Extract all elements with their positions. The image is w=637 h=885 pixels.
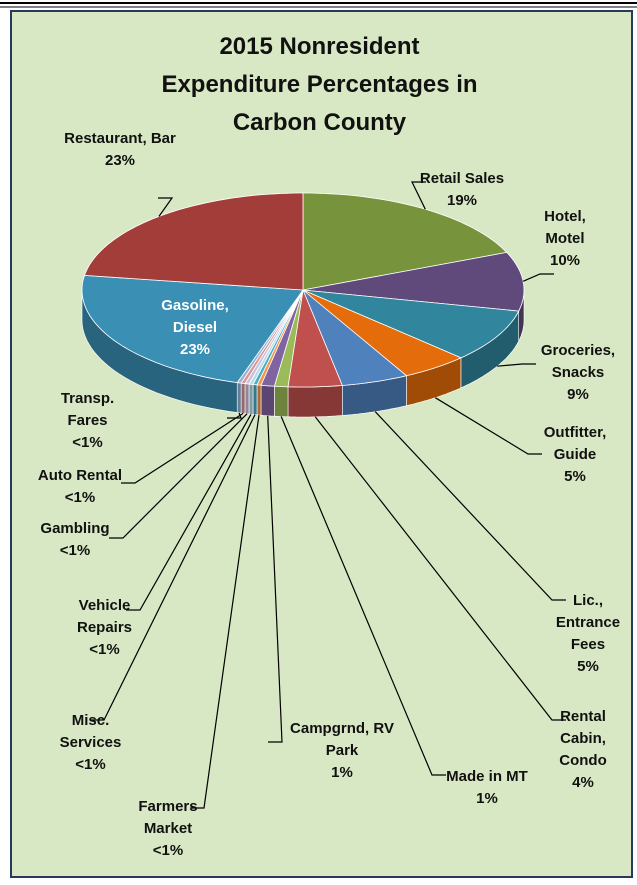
category-label: Lic., Entrance Fees (555, 592, 621, 653)
leader-line (267, 415, 283, 743)
slice (302, 289, 408, 386)
slice (81, 274, 304, 384)
slice (302, 289, 520, 359)
slice-label: Auto Rental <1% (25, 465, 135, 509)
leader-line (158, 197, 174, 217)
slice-side (248, 383, 254, 415)
slice (302, 289, 462, 377)
category-label: Transp. Fares (60, 390, 115, 429)
leader-line (411, 181, 426, 210)
category-label: Rental Cabin, Condo (559, 708, 607, 769)
value-label: 5% (577, 658, 599, 675)
slice-label: Campgrnd, RV Park 1% (287, 718, 397, 784)
slice-label: Restaurant, Bar 23% (60, 128, 180, 172)
slice (287, 288, 343, 388)
slice-side (240, 382, 246, 414)
category-label: Auto Rental (37, 467, 123, 484)
value-label: 5% (564, 468, 586, 485)
leader-line (90, 414, 256, 721)
slice-side (244, 383, 250, 415)
slice-label: Transp. Fares <1% (40, 388, 135, 454)
value-label: <1% (64, 489, 96, 506)
leader-line (497, 363, 536, 367)
category-label: Misc. Services (59, 712, 122, 751)
chart-area (10, 10, 633, 878)
category-label: Made in MT (446, 768, 528, 785)
slice-label: Gasoline, Diesel 23% (150, 295, 240, 361)
leader-line (280, 416, 446, 776)
category-label: Vehicle Repairs (76, 597, 133, 636)
leader-line (109, 413, 248, 539)
value-label: 10% (549, 252, 581, 269)
slice-label: Hotel, Motel 10% (525, 206, 605, 272)
slice (83, 192, 304, 291)
slice-side (287, 385, 343, 418)
value-label: 1% (331, 764, 353, 781)
value-label: <1% (72, 434, 103, 451)
slice-label: Lic., Entrance Fees 5% (548, 590, 628, 678)
category-label: Hotel, Motel (544, 208, 586, 247)
slice-label: Groceries, Snacks 9% (528, 340, 628, 406)
category-label: Gambling (40, 520, 110, 537)
slice-label: Retail Sales 19% (407, 168, 517, 212)
slice-label: Made in MT 1% (427, 766, 547, 810)
leader-line (190, 415, 260, 809)
category-label: Outfitter, Guide (543, 424, 607, 463)
slice-side (256, 384, 262, 416)
slice-label: Vehicle Repairs <1% (57, 595, 152, 661)
value-label: <1% (59, 542, 91, 559)
category-label: Campgrnd, RV Park (290, 720, 394, 759)
slice-label: Misc. Services <1% (43, 710, 138, 776)
value-label: <1% (89, 641, 120, 658)
value-label: 9% (567, 386, 589, 403)
category-label: Groceries, Snacks (540, 342, 616, 381)
slice-side (252, 384, 258, 416)
chart-title: 2015 Nonresident Expenditure Percentages… (161, 33, 478, 136)
value-label: 23% (104, 152, 136, 169)
category-label: Gasoline, Diesel (161, 297, 229, 336)
slice-label: Outfitter, Guide 5% (525, 422, 625, 488)
value-label: 23% (179, 341, 211, 358)
category-label: Retail Sales (419, 170, 505, 187)
slice-label: Gambling <1% (25, 518, 125, 562)
value-label: <1% (75, 756, 106, 773)
slice-side (236, 382, 242, 414)
leader-line (227, 412, 242, 419)
slice-side (260, 384, 275, 417)
category-label: Farmers Market (138, 798, 198, 837)
leader-line (434, 397, 542, 455)
leader-line (522, 273, 554, 282)
leader-line (121, 412, 244, 484)
slice-side (274, 385, 289, 418)
value-label: 1% (476, 790, 498, 807)
slice-label: Rental Cabin, Condo 4% (552, 706, 614, 794)
leader-line (126, 414, 252, 611)
value-label: 4% (572, 774, 594, 791)
category-label: Restaurant, Bar (64, 130, 176, 147)
value-label: 19% (446, 192, 478, 209)
slice-label: Farmers Market <1% (128, 796, 208, 862)
leader-line (314, 416, 566, 721)
value-label: <1% (152, 842, 184, 859)
leader-line (374, 411, 566, 601)
